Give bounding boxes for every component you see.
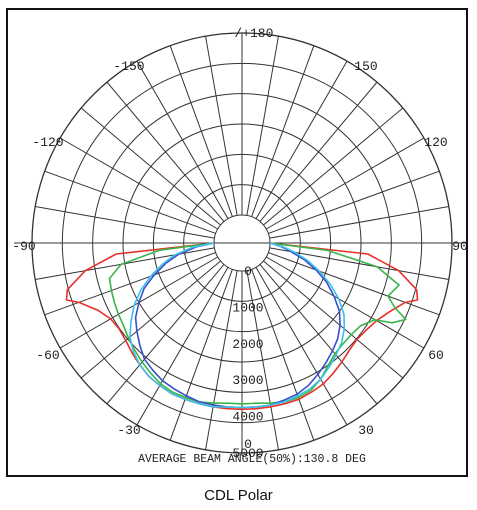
beam-angle-text: AVERAGE BEAM ANGLE(50%):130.8 DEG [138, 453, 366, 466]
grid-spoke [259, 264, 378, 405]
series-line [65, 242, 419, 411]
angle-label: 120 [424, 135, 447, 150]
grid-spoke [246, 270, 279, 450]
grid-spoke [269, 247, 449, 280]
grid-spoke [136, 60, 229, 220]
label-layer: 0 1000 2000 3000 4000 5000 -/+180 -150 150 -120 12… [12, 26, 466, 461]
radial-tick-label: 0 [244, 264, 252, 279]
angle-label: 150 [354, 59, 377, 74]
angle-label: -150 [113, 59, 144, 74]
grid-spoke [205, 36, 238, 216]
grid-spoke [136, 266, 229, 426]
grid-spoke [80, 107, 221, 226]
radial-tick-label: 5000 [232, 446, 263, 461]
series-line [108, 242, 407, 405]
angle-label: 30 [358, 423, 374, 438]
angle-label: -90 [12, 239, 35, 254]
grid-spoke [268, 170, 440, 234]
angle-label: 60 [428, 348, 444, 363]
grid-spoke [80, 260, 221, 379]
grid-spoke [255, 266, 348, 426]
radial-tick-label: 3000 [232, 373, 263, 388]
grid-spoke [265, 256, 425, 349]
angle-label: -30 [117, 423, 140, 438]
grid-spoke [259, 81, 378, 222]
radial-tick-label: 1000 [232, 300, 263, 315]
polar-chart-frame: 0 1000 2000 3000 4000 5000 -/+180 -150 150 -120 12… [6, 8, 468, 477]
grid-spoke [265, 137, 425, 230]
grid-spoke [106, 81, 225, 222]
series-layer [65, 242, 419, 411]
grid-spoke [263, 107, 404, 226]
angle-label: -/+180 [227, 26, 274, 41]
grid-spoke [205, 270, 238, 450]
grid-spoke [44, 252, 216, 316]
radial-tick-label: 2000 [232, 337, 263, 352]
angle-label: -60 [36, 348, 59, 363]
angle-label: 90 [452, 239, 466, 254]
grid-spoke [35, 206, 215, 239]
polar-chart: 0 1000 2000 3000 4000 5000 -/+180 -150 150 -120 12… [12, 26, 466, 466]
polar-grid [14, 32, 466, 454]
grid-spoke [251, 45, 315, 217]
grid-spoke [169, 269, 233, 441]
grid-spoke [268, 252, 440, 316]
chart-caption: CDL Polar [204, 487, 273, 504]
grid-spoke [269, 206, 449, 239]
grid-spoke [255, 60, 348, 220]
series-line [129, 242, 346, 409]
grid-spoke [246, 36, 279, 216]
grid-spoke [44, 170, 216, 234]
grid-spoke [59, 137, 219, 230]
angle-label: -120 [32, 135, 63, 150]
grid-spoke [251, 269, 315, 441]
grid-spoke [263, 260, 404, 379]
radial-tick-label: 4000 [232, 410, 263, 425]
grid-spoke [169, 45, 233, 217]
angle-label: 0 [244, 437, 252, 452]
grid-spoke [106, 264, 225, 405]
